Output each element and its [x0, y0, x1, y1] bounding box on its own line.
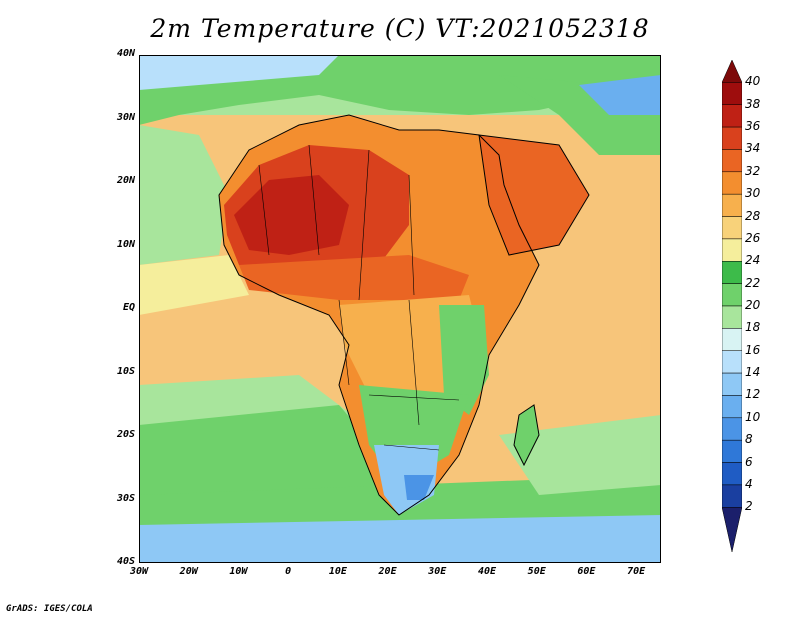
longitude-tick-label: 0: [285, 566, 292, 577]
colorbar-swatch: [722, 350, 742, 374]
iran-cool: [579, 75, 661, 115]
west-atlantic-warm: [139, 255, 249, 315]
colorbar-label: 26: [745, 230, 761, 245]
longitude-tick-label: 70E: [627, 566, 646, 577]
colorbar-label: 18: [745, 320, 761, 335]
colorbar-swatch: [722, 60, 742, 83]
madagascar-coastline: [513, 404, 540, 467]
latitude-tick-label: 10S: [116, 365, 135, 377]
east-africa-green: [439, 305, 489, 415]
latitude-tick-label: EQ: [122, 302, 135, 313]
colorbar-swatch: [722, 439, 742, 463]
africa-coastline: [218, 114, 540, 516]
colorbar-label: 14: [745, 365, 761, 380]
colorbar-swatch: [722, 462, 742, 486]
colorbar-label: 8: [745, 432, 753, 447]
colorbar-swatch: [722, 82, 742, 105]
map-frame: [139, 55, 661, 563]
north-coolest-region: [139, 55, 339, 90]
longitude-tick-label: 20E: [378, 566, 397, 577]
colorbar-swatch: [722, 507, 742, 552]
latitude-tick-label: 10N: [116, 238, 135, 250]
colorbar-label: 16: [745, 342, 761, 357]
colorbar-label: 40: [745, 74, 761, 89]
latitude-tick-label: 30S: [116, 492, 135, 504]
colorbar-label: 12: [745, 387, 761, 402]
colorbar-swatch: [722, 261, 742, 284]
colorbar-label: 30: [745, 186, 761, 201]
colorbar-swatch: [722, 417, 742, 441]
longitude-tick-label: 60E: [577, 566, 596, 577]
west-atlantic-cool: [139, 125, 229, 265]
colorbar-swatch: [722, 216, 742, 240]
sahel-band: [239, 255, 469, 300]
colorbar-label: 10: [745, 409, 761, 424]
colorbar-swatch: [722, 104, 742, 128]
sahara-hottest: [234, 175, 349, 255]
arabia-hot: [479, 135, 589, 255]
latitude-tick-label: 40N: [116, 48, 135, 59]
madagascar: [514, 405, 539, 465]
longitude-tick-label: 10W: [229, 566, 248, 577]
longitude-tick-label: 40E: [477, 566, 497, 577]
latitude-tick-label: 20S: [116, 429, 135, 440]
temperature-map: [139, 55, 661, 563]
colorbar-swatch: [722, 305, 742, 329]
colorbar-swatch: [722, 238, 742, 262]
south-ocean-band: [139, 515, 661, 563]
chart-title: 2m Temperature (C) VT:2021052318: [150, 14, 650, 43]
credit-text: GrADS: IGES/COLA: [6, 604, 93, 614]
colorbar-label: 38: [745, 96, 761, 111]
colorbar-swatch: [722, 372, 742, 396]
colorbar-label: 36: [745, 119, 761, 134]
longitude-tick-label: 20W: [179, 566, 198, 577]
colorbar-label: 28: [745, 208, 761, 223]
colorbar-label: 24: [745, 253, 761, 268]
colorbar-swatch: [722, 126, 742, 150]
colorbar-swatch: [722, 395, 742, 419]
longitude-tick-label: 30W: [129, 566, 149, 577]
longitude-tick-label: 30E: [428, 566, 447, 577]
colorbar-label: 4: [745, 476, 753, 491]
colorbar-swatch: [722, 149, 742, 173]
colorbar-swatch: [722, 283, 742, 307]
colorbar-label: 32: [745, 163, 761, 178]
colorbar-swatch: [722, 328, 742, 351]
longitude-tick-label: 50E: [527, 566, 546, 577]
colorbar-swatch: [722, 171, 742, 195]
colorbar: [722, 60, 742, 552]
latitude-tick-label: 20N: [116, 175, 135, 186]
latitude-tick-label: 40S: [116, 556, 135, 567]
longitude-tick-label: 10E: [328, 566, 347, 577]
colorbar-label: 34: [745, 141, 761, 156]
colorbar-label: 22: [745, 275, 761, 290]
colorbar-swatch: [722, 193, 742, 217]
colorbar-label: 20: [745, 298, 761, 312]
colorbar-label: 2: [745, 499, 753, 514]
latitude-tick-label: 30N: [116, 111, 135, 123]
colorbar-label: 6: [745, 454, 753, 469]
arabia-coastline: [478, 134, 590, 256]
country-borders: [258, 144, 460, 451]
southern-africa-coolest: [404, 475, 434, 500]
colorbar-swatch: [722, 484, 742, 508]
